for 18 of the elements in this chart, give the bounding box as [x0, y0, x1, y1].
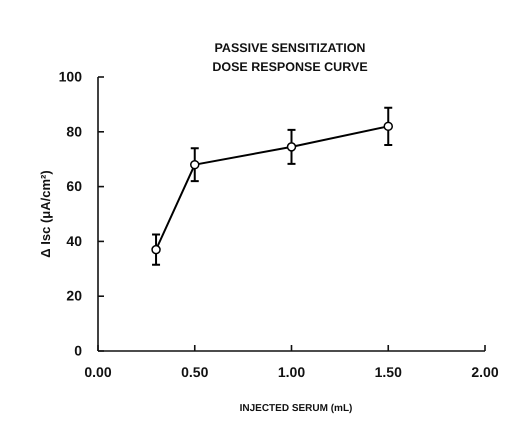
point — [286, 142, 296, 152]
y-tick-label: 0 — [74, 342, 82, 358]
x-axis-title: INJECTED SERUM (mL) — [240, 403, 352, 414]
y-tick-label: 20 — [66, 288, 82, 304]
x-tick-label: 1.00 — [278, 364, 306, 380]
y-tick-label: 100 — [58, 68, 82, 84]
x-tick-label: 0.00 — [84, 364, 112, 380]
y-tick-label: 60 — [66, 178, 82, 194]
y-axis-title: Δ Isc (μA/cm²) — [38, 170, 53, 258]
x-tick-label: 1.50 — [374, 364, 402, 380]
y-tick-label: 80 — [66, 123, 82, 140]
y-tick-label: 40 — [66, 232, 82, 249]
point — [384, 122, 393, 132]
point — [190, 160, 200, 170]
chart-title: PASSIVE SENSITIZATION DOSE RESPONSE CURVE — [212, 41, 368, 74]
x-tick-label: 0.50 — [181, 364, 209, 380]
point — [151, 244, 161, 254]
x-tick-label: 2.00 — [471, 364, 499, 380]
